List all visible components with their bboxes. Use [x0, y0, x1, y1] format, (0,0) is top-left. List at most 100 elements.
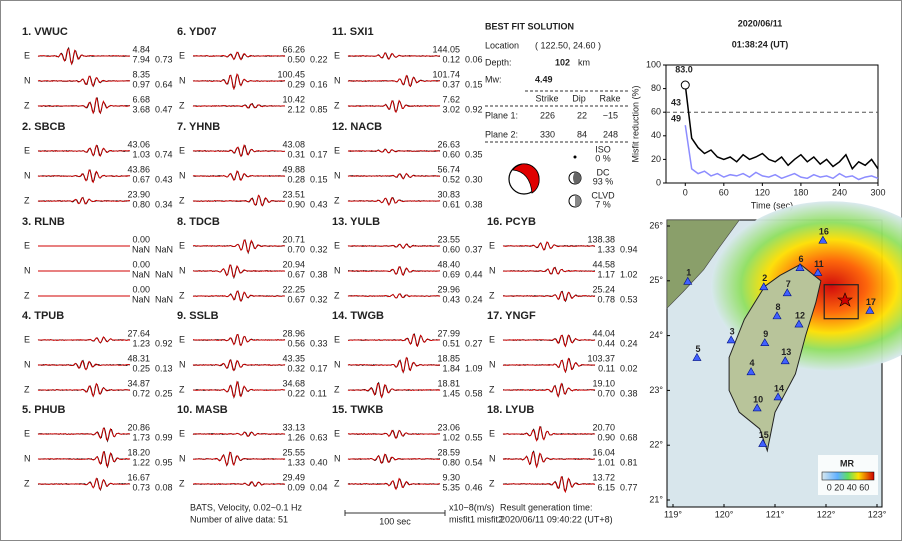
- waveform: [37, 336, 131, 344]
- plane-value: 226: [540, 110, 555, 120]
- station-number: 13: [781, 347, 791, 357]
- misfit2: 0.17: [310, 363, 328, 373]
- waveform: [347, 477, 441, 491]
- misfit1: 0.31: [287, 149, 305, 159]
- map-y-label: 23°: [649, 385, 663, 395]
- component-label: N: [179, 359, 186, 369]
- station-label: 3. RLNB: [22, 216, 65, 228]
- misfit1: 1.01: [597, 457, 615, 467]
- amplitude: 43.08: [282, 139, 305, 149]
- misfit2: 0.85: [310, 104, 328, 114]
- misfit2: 0.53: [620, 294, 638, 304]
- waveform: [192, 359, 286, 372]
- depth-unit: km: [578, 57, 590, 67]
- component-label: Z: [334, 384, 340, 394]
- amplitude: 66.26: [282, 44, 305, 54]
- x-tick-label: 180: [793, 187, 808, 197]
- component-label: Z: [334, 478, 340, 488]
- misfit1: 0.80: [132, 199, 150, 209]
- misfit2: 0.38: [465, 199, 483, 209]
- map-y-label: 25°: [649, 275, 663, 285]
- x-tick-label: 120: [755, 187, 770, 197]
- misfit2: NaN: [155, 244, 173, 254]
- misfit2: 0.27: [465, 338, 483, 348]
- misfit2: 0.73: [155, 54, 173, 64]
- station-label: 9. SSLB: [177, 310, 219, 322]
- amplitude: 4.84: [132, 44, 150, 54]
- station-label: 7. YHNB: [177, 121, 220, 133]
- misfit2: 0.15: [310, 174, 328, 184]
- map-y-label: 22°: [649, 440, 663, 450]
- misfit1: 1.26: [287, 432, 305, 442]
- misfit2: 0.47: [155, 104, 173, 114]
- component-label: Z: [24, 290, 30, 300]
- amplitude: 25.55: [282, 447, 305, 457]
- waveform: [503, 291, 596, 302]
- component-name: CLVD: [591, 190, 615, 200]
- station-label: 1. VWUC: [22, 26, 68, 38]
- station-number: 2: [762, 273, 767, 283]
- misfit1: 6.15: [597, 482, 615, 492]
- component-label: E: [179, 334, 185, 344]
- waveform: [347, 293, 441, 299]
- waveform: [347, 243, 440, 249]
- x-tick-label: 0: [683, 187, 688, 197]
- component-label: Z: [334, 195, 340, 205]
- misfit1: 1.33: [597, 244, 615, 254]
- station-number: 17: [866, 297, 876, 307]
- misfit1: 3.68: [132, 104, 150, 114]
- misfit1: 0.43: [442, 294, 460, 304]
- iso-icon: [573, 155, 577, 159]
- clvd-icon-fill: [575, 195, 581, 207]
- x-tick-label: 60: [719, 187, 729, 197]
- station-marker: [759, 282, 769, 291]
- y-tick-label: 60: [651, 107, 661, 117]
- amplitude: 138.38: [587, 234, 615, 244]
- location-label: Location: [485, 40, 519, 50]
- waveform: [37, 382, 130, 398]
- misfit2: 0.94: [620, 244, 638, 254]
- misfit2: 0.17: [310, 149, 328, 159]
- station-marker: [780, 356, 790, 365]
- misfit1: 0.60: [442, 244, 460, 254]
- component-label: E: [334, 334, 340, 344]
- component-label: N: [334, 170, 341, 180]
- station-label: 8. TDCB: [177, 216, 220, 228]
- station-marker: [746, 367, 756, 376]
- generated-label: Result generation time:: [500, 502, 593, 512]
- amplitude: 100.45: [277, 69, 305, 79]
- station-label: 17. YNGF: [487, 310, 536, 322]
- x-tick-label: 300: [870, 187, 885, 197]
- misfit1: 0.32: [287, 363, 305, 373]
- amplitude: 23.51: [282, 189, 305, 199]
- component-label: E: [334, 50, 340, 60]
- component-label: E: [24, 50, 30, 60]
- misfit2: 0.16: [310, 79, 328, 89]
- misfit2: 0.02: [620, 363, 638, 373]
- component-label: N: [334, 359, 341, 369]
- waveform: [347, 266, 441, 276]
- component-label: N: [334, 75, 341, 85]
- misfit2: 0.08: [155, 482, 173, 492]
- generated-time: 2020/06/11 09:40:22 (UT+8): [500, 514, 613, 524]
- event-star: [837, 292, 853, 307]
- misfit1: 0.90: [287, 199, 305, 209]
- station-marker: [772, 311, 782, 320]
- waveform: [192, 143, 285, 158]
- component-label: N: [179, 265, 186, 275]
- plane-label: Plane 2:: [485, 129, 518, 139]
- misfit1: 1.84: [442, 363, 460, 373]
- misfit1: NaN: [132, 269, 150, 279]
- solution-title: BEST FIT SOLUTION: [485, 21, 574, 31]
- component-name: ISO: [595, 144, 611, 154]
- station-label: 4. TPUB: [22, 310, 64, 322]
- misfit1: 1.45: [442, 388, 460, 398]
- component-name: DC: [597, 167, 610, 177]
- misfit1: 0.51: [442, 338, 460, 348]
- waveform: [192, 290, 285, 302]
- amplitude: 48.31: [127, 353, 150, 363]
- annotation: 83.0: [675, 64, 693, 74]
- misfit1: 0.69: [442, 269, 460, 279]
- misfit1: 0.70: [597, 388, 615, 398]
- station-label: 15. TWKB: [332, 404, 383, 416]
